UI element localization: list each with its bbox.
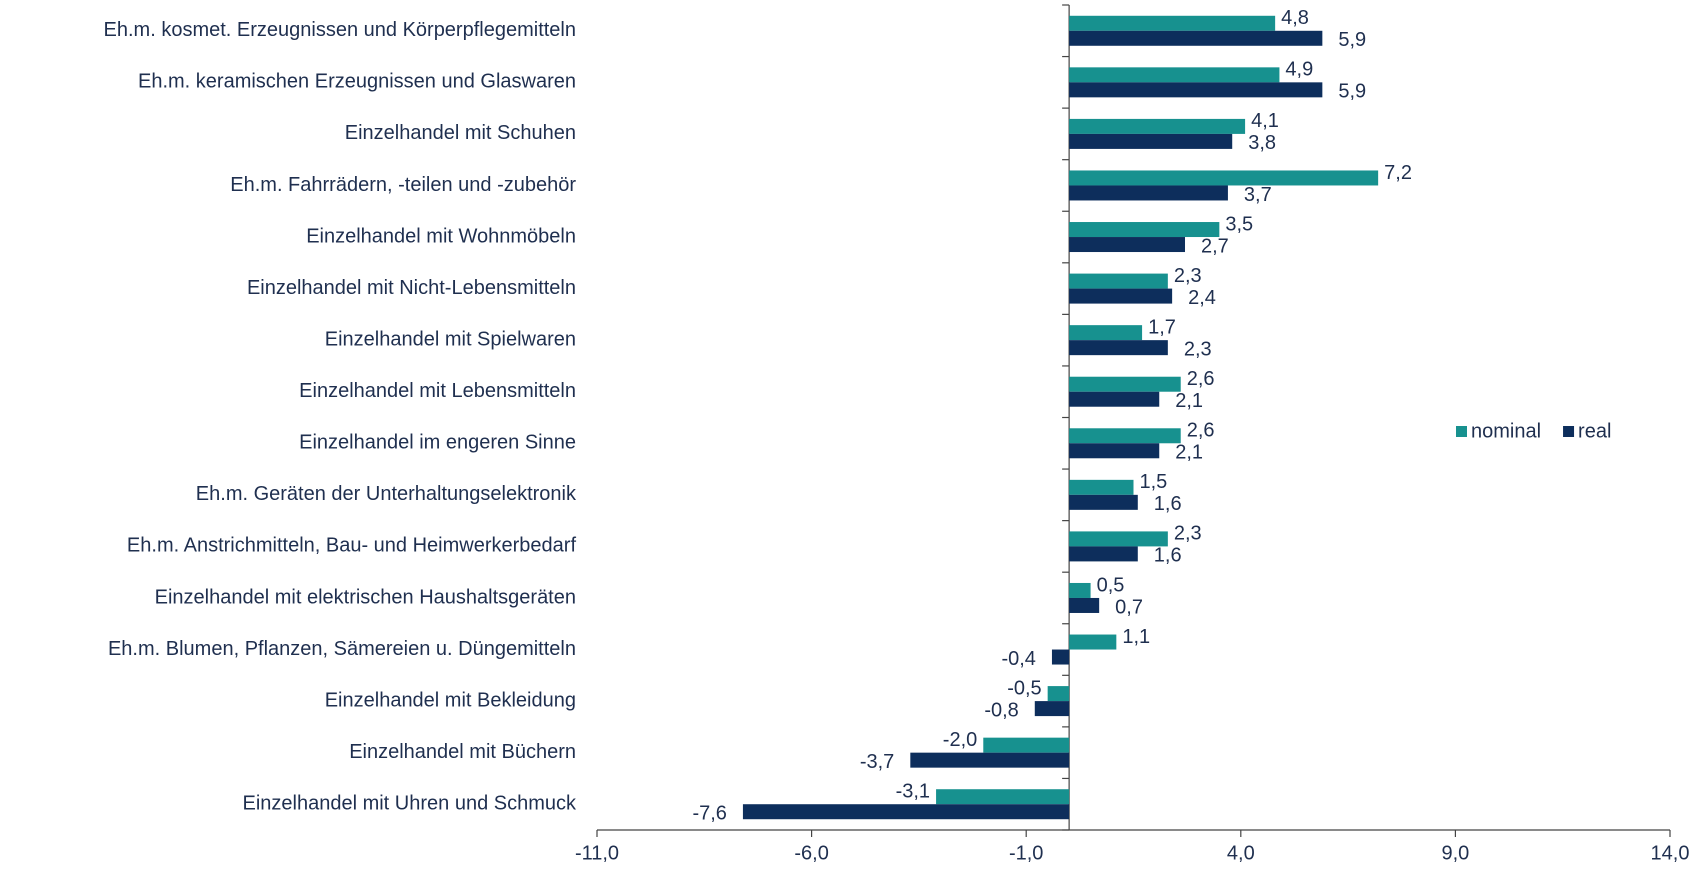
x-tick-label: 9,0 [1441, 842, 1469, 864]
bar [1069, 376, 1181, 392]
bar [910, 752, 1070, 768]
bar [1051, 649, 1070, 665]
legend-label: nominal [1471, 420, 1541, 442]
data-label: 0,7 [1115, 596, 1143, 618]
bar [1069, 118, 1246, 134]
data-label: 2,1 [1175, 390, 1203, 412]
bar [1069, 546, 1138, 562]
y-tick-label: Einzelhandel mit Schuhen [345, 122, 576, 144]
bar [1069, 30, 1323, 46]
data-label: -0,8 [984, 699, 1018, 721]
bar [1069, 443, 1160, 459]
y-tick-label: Einzelhandel mit Uhren und Schmuck [242, 793, 577, 815]
data-label: 3,5 [1225, 213, 1253, 235]
x-tick-label: 4,0 [1227, 842, 1255, 864]
data-label: 4,8 [1281, 7, 1309, 29]
data-label: 2,3 [1184, 338, 1212, 360]
bar [1069, 597, 1100, 613]
data-label: 3,7 [1244, 184, 1272, 206]
bar [936, 789, 1070, 805]
legend-swatch [1563, 426, 1575, 437]
legend-label: real [1578, 420, 1611, 442]
data-label: 1,1 [1122, 626, 1150, 648]
bar [742, 804, 1070, 820]
y-tick-label: Eh.m. Anstrichmitteln, Bau- und Heimwerk… [127, 535, 577, 557]
bar [1069, 340, 1168, 356]
data-label: -2,0 [943, 729, 977, 751]
bar [1069, 288, 1173, 304]
data-label: 2,6 [1187, 368, 1215, 390]
data-label: 2,1 [1175, 442, 1203, 464]
bar [1069, 67, 1280, 83]
bar [1069, 82, 1323, 98]
y-tick-label: Eh.m. Fahrrädern, -teilen und -zubehör [230, 174, 576, 196]
bar [1069, 325, 1143, 341]
data-label: -3,7 [860, 751, 894, 773]
data-label: 1,5 [1140, 471, 1168, 493]
bar [1069, 273, 1168, 289]
bar [1069, 428, 1181, 444]
legend-swatch [1456, 426, 1467, 437]
bar [1069, 582, 1091, 598]
bar [1069, 494, 1138, 510]
bar [1069, 15, 1276, 31]
data-label: -3,1 [896, 781, 930, 803]
data-label: 7,2 [1384, 162, 1412, 184]
y-tick-label: Einzelhandel mit Lebensmitteln [299, 380, 576, 402]
data-label: 5,9 [1338, 81, 1366, 103]
data-label: 4,1 [1251, 110, 1279, 132]
bar [1069, 185, 1228, 201]
bar [1047, 686, 1070, 702]
x-tick-label: -1,0 [1009, 842, 1043, 864]
x-tick-label: -6,0 [794, 842, 828, 864]
data-label: 2,6 [1187, 420, 1215, 442]
data-label: 3,8 [1248, 132, 1276, 154]
data-label: 2,4 [1188, 287, 1216, 309]
y-tick-label: Eh.m. keramischen Erzeugnissen und Glasw… [138, 71, 576, 93]
bar [1069, 531, 1168, 547]
x-tick-label: -11,0 [575, 842, 619, 864]
y-tick-label: Einzelhandel mit Büchern [349, 741, 576, 763]
bar [1069, 634, 1117, 650]
y-tick-label: Einzelhandel mit Spielwaren [325, 328, 576, 350]
y-tick-label: Einzelhandel mit elektrischen Haushaltsg… [155, 586, 576, 608]
bar [1034, 701, 1070, 717]
y-tick-label: Einzelhandel mit Bekleidung [325, 689, 576, 711]
data-label: 1,6 [1154, 545, 1182, 567]
data-label: 2,3 [1174, 523, 1202, 545]
bar [1069, 479, 1134, 495]
y-tick-label: Einzelhandel mit Nicht-Lebensmitteln [247, 277, 576, 299]
data-label: 2,7 [1201, 235, 1229, 257]
data-label: -7,6 [692, 803, 726, 825]
bar [983, 737, 1070, 753]
y-tick-label: Einzelhandel im engeren Sinne [299, 432, 576, 454]
data-label: -0,4 [1001, 648, 1035, 670]
y-tick-label: Eh.m. Geräten der Unterhaltungselektroni… [196, 483, 577, 505]
data-label: 1,6 [1154, 493, 1182, 515]
data-label: 2,3 [1174, 265, 1202, 287]
data-label: 4,9 [1285, 59, 1313, 81]
x-tick-label: 14,0 [1651, 842, 1690, 864]
data-label: 0,5 [1097, 574, 1125, 596]
bar [1069, 391, 1160, 407]
bar [1069, 222, 1220, 238]
data-label: 1,7 [1148, 316, 1176, 338]
y-tick-label: Einzelhandel mit Wohnmöbeln [306, 225, 576, 247]
bar [1069, 237, 1186, 253]
y-tick-label: Eh.m. kosmet. Erzeugnissen und Körperpfl… [104, 19, 576, 41]
y-tick-label: Eh.m. Blumen, Pflanzen, Sämereien u. Dün… [108, 638, 576, 660]
bar [1069, 133, 1233, 149]
data-label: -0,5 [1007, 677, 1041, 699]
data-label: 5,9 [1338, 29, 1366, 51]
bar [1069, 170, 1379, 186]
